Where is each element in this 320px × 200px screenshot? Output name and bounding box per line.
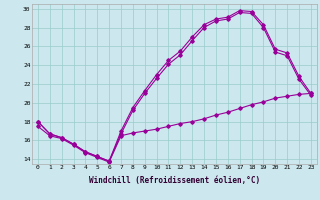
X-axis label: Windchill (Refroidissement éolien,°C): Windchill (Refroidissement éolien,°C): [89, 176, 260, 185]
